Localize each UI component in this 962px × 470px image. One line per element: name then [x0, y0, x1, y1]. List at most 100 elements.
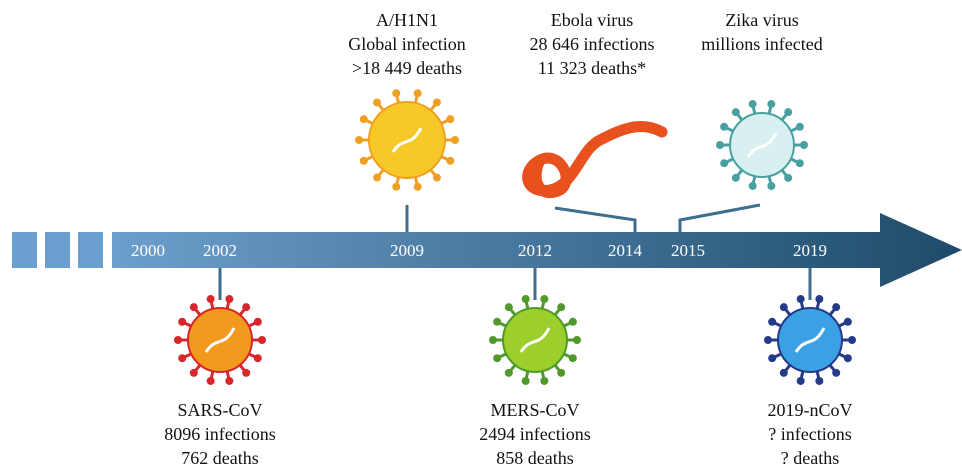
event-label: 858 deaths: [496, 448, 573, 468]
spike-tip: [521, 295, 530, 304]
spike-tip: [768, 317, 777, 326]
spike-tip: [253, 354, 262, 363]
connector: [554, 206, 637, 232]
spike-tip: [242, 368, 251, 377]
spike-tip: [815, 376, 824, 385]
spike-tip: [359, 115, 368, 124]
year-label: 2015: [671, 241, 705, 260]
rna-strand: [746, 132, 778, 158]
spike-tip: [446, 115, 455, 124]
spike-tip: [731, 173, 740, 182]
rna-strand: [519, 327, 551, 353]
spike-tip: [557, 303, 566, 312]
event-label: 2019-nCoV: [768, 400, 853, 420]
spike-tip: [504, 303, 513, 312]
spike-tip: [392, 89, 401, 98]
spike-tip: [731, 108, 740, 117]
spike-tip: [540, 376, 549, 385]
spike-tip: [748, 181, 757, 190]
spike-tip: [720, 159, 729, 168]
spike-tip: [848, 336, 856, 344]
mers-virus-icon: [489, 295, 581, 385]
spike-tip: [832, 368, 841, 377]
spike-tip: [779, 368, 788, 377]
spike-tip: [843, 317, 852, 326]
spike-tip: [767, 181, 776, 190]
spike-tip: [489, 336, 497, 344]
year-label: 2009: [390, 241, 424, 260]
spike-tip: [206, 295, 215, 304]
event-label: Ebola virus: [551, 10, 634, 30]
year-label: 2014: [608, 241, 643, 260]
spike-tip: [413, 89, 422, 98]
spike-tip: [716, 141, 724, 149]
spike-tip: [796, 376, 805, 385]
spike-tip: [432, 173, 441, 182]
spike-tip: [355, 136, 363, 144]
event-label: 762 deaths: [181, 448, 258, 468]
event-label: ? infections: [768, 424, 851, 444]
spike-tip: [504, 368, 513, 377]
spike-tip: [225, 295, 234, 304]
spike-tip: [373, 98, 382, 107]
timeline-arrow: [112, 213, 962, 287]
spike-tip: [768, 354, 777, 363]
rna-strand: [391, 127, 423, 153]
year-label: 2000: [131, 241, 165, 260]
spike-tip: [521, 376, 530, 385]
event-label: A/H1N1: [376, 10, 438, 30]
event-label: SARS-CoV: [177, 400, 262, 420]
spike-tip: [432, 98, 441, 107]
spike-tip: [796, 295, 805, 304]
rna-strand: [794, 327, 826, 353]
event-label: MERS-CoV: [490, 400, 579, 420]
event-label: ? deaths: [781, 448, 839, 468]
spike-tip: [178, 317, 187, 326]
event-label: Global infection: [348, 34, 465, 54]
lead-block: [12, 232, 37, 268]
ebola-virus-icon: [522, 121, 668, 199]
lead-block: [45, 232, 70, 268]
spike-tip: [242, 303, 251, 312]
spike-tip: [795, 122, 804, 131]
spike-tip: [748, 100, 757, 109]
spike-tip: [764, 336, 772, 344]
spike-tip: [815, 295, 824, 304]
spike-tip: [206, 376, 215, 385]
spike-tip: [720, 122, 729, 131]
zika-virus-icon: [716, 100, 808, 190]
spike-tip: [225, 376, 234, 385]
spike-tip: [795, 159, 804, 168]
spike-tip: [800, 141, 808, 149]
h1n1-virus-icon: [355, 89, 459, 191]
spike-tip: [832, 303, 841, 312]
spike-tip: [557, 368, 566, 377]
event-label: millions infected: [701, 34, 822, 54]
spike-tip: [843, 354, 852, 363]
spike-tip: [174, 336, 182, 344]
spike-tip: [413, 182, 422, 191]
year-label: 2012: [518, 241, 552, 260]
spike-tip: [189, 303, 198, 312]
spike-tip: [784, 173, 793, 182]
year-label: 2002: [203, 241, 237, 260]
event-label: Zika virus: [725, 10, 799, 30]
event-label: >18 449 deaths: [352, 58, 462, 78]
spike-tip: [178, 354, 187, 363]
spike-tip: [493, 317, 502, 326]
spike-tip: [573, 336, 581, 344]
lead-block: [78, 232, 103, 268]
event-label: 8096 infections: [164, 424, 275, 444]
spike-tip: [253, 317, 262, 326]
spike-tip: [493, 354, 502, 363]
event-label: 11 323 deaths*: [538, 58, 646, 78]
ncov-virus-icon: [764, 295, 856, 385]
spike-tip: [568, 317, 577, 326]
spike-tip: [258, 336, 266, 344]
year-label: 2019: [793, 241, 827, 260]
spike-tip: [779, 303, 788, 312]
spike-tip: [189, 368, 198, 377]
event-label: 28 646 infections: [530, 34, 655, 54]
spike-tip: [784, 108, 793, 117]
